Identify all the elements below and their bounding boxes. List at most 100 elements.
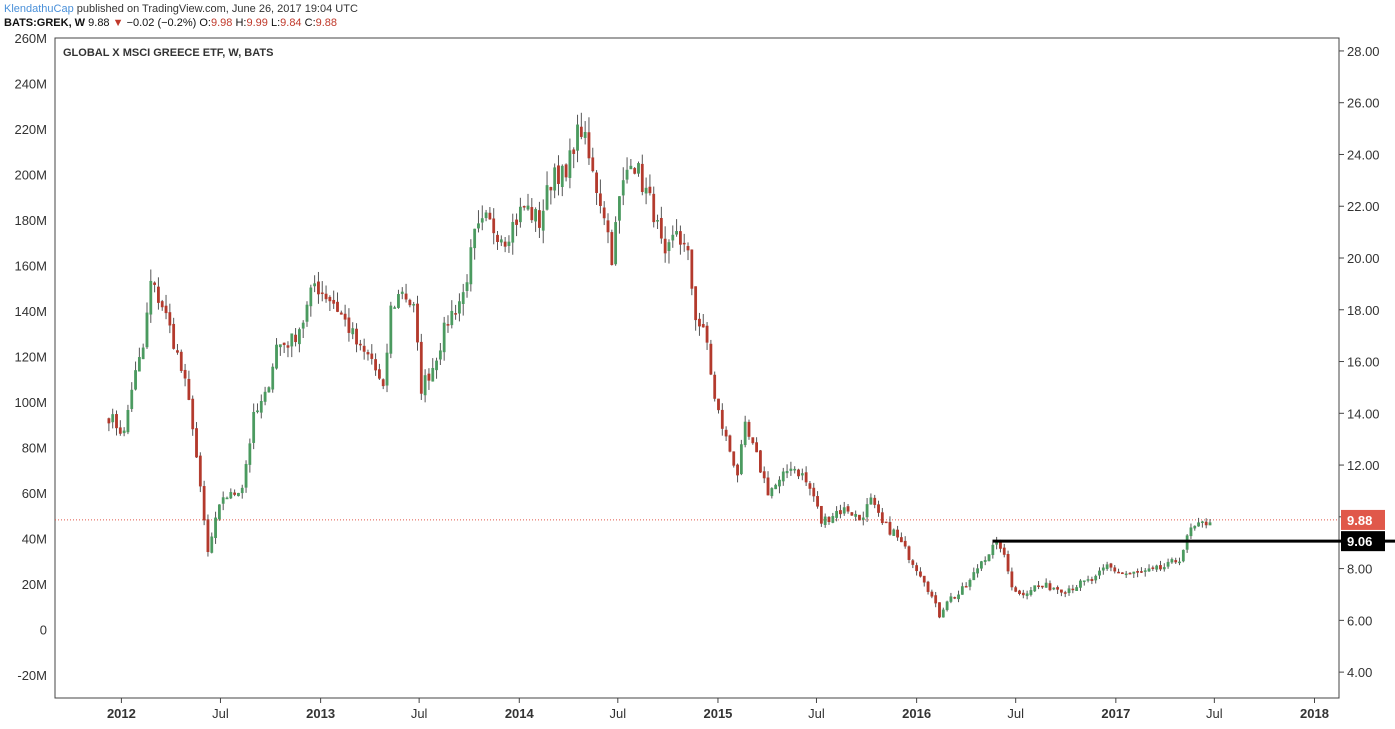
candle (541, 199, 545, 244)
time-axis[interactable]: 2012 Jul 2013 Jul 2014 Jul 2015 Jul 2016 Jul 2017 J… (107, 698, 1329, 721)
price-tick-label: 14.00 (1347, 406, 1380, 421)
candle (835, 506, 839, 522)
candle (351, 322, 355, 340)
candle (568, 138, 572, 189)
candle (328, 295, 332, 311)
candle (705, 322, 709, 350)
candle (644, 177, 648, 205)
candle (301, 320, 305, 338)
candle (233, 489, 237, 497)
candle (587, 117, 591, 165)
candle (442, 316, 446, 361)
candle (210, 532, 214, 554)
candle (926, 580, 930, 595)
volume-tick-label: -20M (17, 668, 47, 683)
candle (378, 363, 381, 380)
candle (976, 564, 979, 578)
candle (397, 289, 400, 309)
candle (938, 602, 941, 619)
candle (1193, 525, 1197, 531)
symbol-label: BATS:GREK, W (4, 17, 86, 29)
candle (362, 338, 366, 360)
candle (945, 600, 949, 612)
candle (743, 415, 747, 448)
candle (1147, 564, 1151, 572)
price-tick-label: 4.00 (1347, 665, 1372, 680)
candle (446, 315, 450, 333)
candle (633, 167, 637, 175)
candle (682, 233, 686, 252)
candle (278, 344, 282, 356)
candle (957, 590, 960, 603)
last-price-tag-label: 9.88 (1347, 513, 1372, 528)
candle (659, 206, 663, 244)
candle (313, 275, 317, 293)
candle (317, 271, 320, 304)
candle (1086, 575, 1090, 583)
candle (656, 214, 659, 229)
candle (1063, 590, 1067, 598)
level-price-tag-label: 9.06 (1347, 534, 1372, 549)
candle (797, 468, 800, 480)
candle (800, 468, 804, 481)
candle (922, 575, 926, 587)
candle (1128, 572, 1132, 575)
candle (1025, 590, 1029, 600)
candle (511, 213, 515, 255)
volume-axis: 260M 240M 220M 200M 180M 160M 140M 120M 100M 80M 6… (14, 31, 47, 683)
candle (172, 317, 176, 350)
candle (949, 592, 953, 604)
price-tick-label: 20.00 (1347, 251, 1380, 266)
candle (480, 205, 484, 231)
author-link[interactable]: KlendathuCap (4, 3, 74, 15)
candle (804, 466, 808, 487)
candle (496, 231, 499, 250)
candle (454, 304, 457, 320)
candle (827, 516, 831, 525)
candle (385, 343, 389, 393)
candle (747, 419, 751, 440)
candle (759, 449, 762, 474)
candle (332, 290, 336, 309)
candle (1033, 585, 1037, 593)
candle (591, 147, 595, 173)
candle (469, 239, 473, 292)
candle (271, 363, 275, 393)
candle (419, 333, 423, 400)
last-price-tag: 9.88 (1341, 509, 1385, 530)
candle (137, 347, 141, 372)
candle (507, 235, 511, 253)
candle (789, 461, 793, 476)
candle (671, 225, 675, 248)
volume-tick-label: 100M (14, 395, 47, 410)
candle (229, 488, 233, 500)
candle (503, 237, 507, 253)
candle (366, 349, 370, 361)
plot-area[interactable] (54, 37, 1340, 699)
volume-tick-label: 220M (14, 122, 47, 137)
candle (621, 167, 625, 206)
candle (1029, 586, 1033, 597)
close-value: 9.88 (315, 17, 338, 29)
candle (141, 343, 145, 360)
price-axis[interactable]: 28.00 26.00 24.00 22.00 20.00 18.00 16.00 14.00… (1339, 44, 1380, 680)
candle (637, 161, 640, 177)
candle (572, 147, 576, 169)
candle (1200, 520, 1204, 528)
candle (1021, 589, 1025, 599)
down-arrow-icon: ▼ (112, 17, 124, 29)
high-label: H: (235, 17, 247, 29)
candle (393, 305, 397, 309)
candle (968, 578, 972, 591)
candle (545, 171, 549, 211)
published-text: published on TradingView.com, June 26, 2… (76, 3, 358, 15)
candle (225, 496, 229, 500)
candle (1082, 580, 1086, 586)
candle (400, 287, 404, 300)
candle (275, 338, 278, 370)
candle (1071, 584, 1075, 594)
candle (880, 507, 884, 525)
candle (1120, 572, 1124, 575)
volume-tick-label: 260M (14, 31, 47, 46)
